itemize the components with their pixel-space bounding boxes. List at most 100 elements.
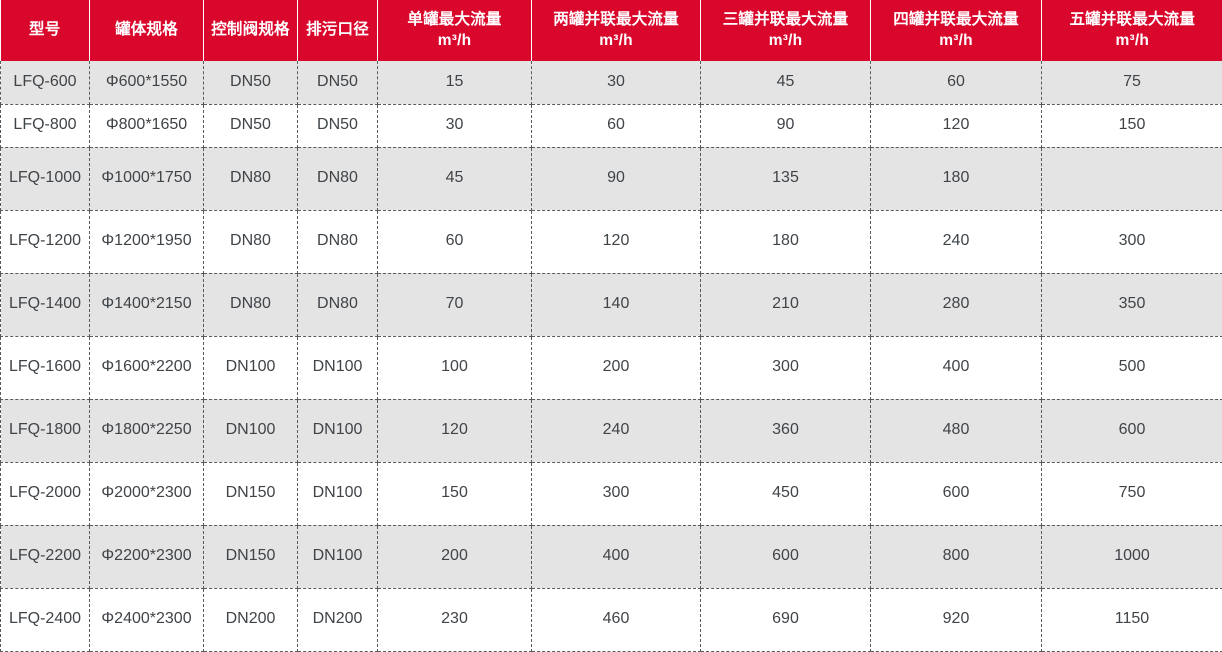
column-header-label: 三罐并联最大流量 (723, 11, 849, 28)
table-cell: DN50 (298, 104, 378, 147)
column-header-unit: m³/h (875, 31, 1037, 51)
table-cell: 600 (1042, 399, 1222, 462)
table-cell: 920 (871, 588, 1042, 651)
table-cell: 120 (871, 104, 1042, 147)
table-cell: Φ1600*2200 (90, 336, 204, 399)
column-header-0: 型号 (1, 0, 90, 61)
column-header-4: 单罐最大流量 m³/h (378, 0, 532, 61)
table-cell: 90 (701, 104, 871, 147)
table-cell: 240 (532, 399, 701, 462)
model-cell: LFQ-1200 (1, 210, 90, 273)
table-cell: 150 (378, 462, 532, 525)
table-cell: DN80 (298, 210, 378, 273)
table-cell: Φ2400*2300 (90, 588, 204, 651)
table-cell: DN80 (204, 147, 298, 210)
table-cell: DN200 (298, 588, 378, 651)
table-cell: 45 (701, 61, 871, 104)
column-header-3: 排污口径 (298, 0, 378, 61)
column-header-label: 五罐并联最大流量 (1069, 11, 1195, 28)
column-header-label: 排污口径 (306, 21, 369, 38)
table-cell: 120 (378, 399, 532, 462)
table-cell: 240 (871, 210, 1042, 273)
table-cell: DN100 (204, 399, 298, 462)
table-cell: 480 (871, 399, 1042, 462)
column-header-8: 五罐并联最大流量 m³/h (1042, 0, 1222, 61)
column-header-1: 罐体规格 (90, 0, 204, 61)
table-cell: DN200 (204, 588, 298, 651)
table-cell: 75 (1042, 61, 1222, 104)
table-cell: 500 (1042, 336, 1222, 399)
table-cell: 460 (532, 588, 701, 651)
table-cell: 60 (378, 210, 532, 273)
column-header-unit: m³/h (536, 31, 696, 51)
column-header-unit: m³/h (705, 31, 866, 51)
column-header-unit: m³/h (382, 31, 527, 51)
table-cell: 210 (701, 273, 871, 336)
table-cell: DN50 (204, 61, 298, 104)
table-cell: 400 (871, 336, 1042, 399)
table-cell: 60 (871, 61, 1042, 104)
table-cell: 140 (532, 273, 701, 336)
table-cell: 120 (532, 210, 701, 273)
table-cell: 360 (701, 399, 871, 462)
column-header-label: 型号 (29, 21, 60, 38)
table-cell (1042, 147, 1222, 210)
table-cell: 30 (378, 104, 532, 147)
column-header-label: 控制阀规格 (211, 21, 290, 38)
table-cell: Φ1000*1750 (90, 147, 204, 210)
column-header-label: 罐体规格 (115, 21, 178, 38)
table-cell: DN100 (298, 462, 378, 525)
table-cell: Φ1200*1950 (90, 210, 204, 273)
table-cell: 200 (532, 336, 701, 399)
model-cell: LFQ-1400 (1, 273, 90, 336)
table-cell: 1000 (1042, 525, 1222, 588)
table-cell: 15 (378, 61, 532, 104)
table-cell: DN100 (298, 399, 378, 462)
table-cell: DN100 (204, 336, 298, 399)
table-cell: DN80 (204, 273, 298, 336)
table-cell: 90 (532, 147, 701, 210)
column-header-5: 两罐并联最大流量 m³/h (532, 0, 701, 61)
table-cell: 180 (871, 147, 1042, 210)
table-cell: 70 (378, 273, 532, 336)
table-cell: 750 (1042, 462, 1222, 525)
column-header-unit: m³/h (1046, 31, 1219, 51)
table-cell: DN80 (298, 273, 378, 336)
model-cell: LFQ-2200 (1, 525, 90, 588)
column-header-7: 四罐并联最大流量 m³/h (871, 0, 1042, 61)
table-cell: 45 (378, 147, 532, 210)
table-cell: 300 (701, 336, 871, 399)
table-header: 型号 罐体规格 控制阀规格排污口径 单罐最大流量 m³/h 两罐并联最大流量 m³/h 三罐并… (1, 0, 1222, 61)
table-cell: DN80 (204, 210, 298, 273)
table-cell: 230 (378, 588, 532, 651)
table-cell: 450 (701, 462, 871, 525)
table-cell: Φ800*1650 (90, 104, 204, 147)
table-cell: 1150 (1042, 588, 1222, 651)
header-row: 型号 罐体规格 控制阀规格排污口径 单罐最大流量 m³/h 两罐并联最大流量 m³/h 三罐并… (1, 0, 1222, 61)
table-cell: 600 (701, 525, 871, 588)
model-cell: LFQ-800 (1, 104, 90, 147)
table-cell: 690 (701, 588, 871, 651)
table-cell: 200 (378, 525, 532, 588)
model-cell: LFQ-1800 (1, 399, 90, 462)
table-cell: 60 (532, 104, 701, 147)
table-cell: 350 (1042, 273, 1222, 336)
column-header-label: 四罐并联最大流量 (893, 11, 1019, 28)
table-cell: 30 (532, 61, 701, 104)
column-header-label: 两罐并联最大流量 (553, 11, 679, 28)
column-header-label: 单罐最大流量 (407, 11, 501, 28)
table-cell: 135 (701, 147, 871, 210)
table-cell: 100 (378, 336, 532, 399)
model-cell: LFQ-2400 (1, 588, 90, 651)
table-cell: 180 (701, 210, 871, 273)
table-cell: 600 (871, 462, 1042, 525)
table-cell: 280 (871, 273, 1042, 336)
